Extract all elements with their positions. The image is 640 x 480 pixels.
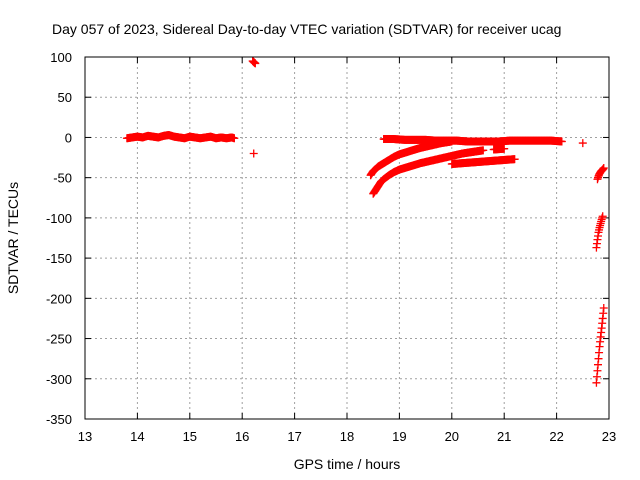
y-tick-label: -150 [46,251,72,266]
data-point [479,146,488,155]
data-point [599,303,608,312]
x-tick-label: 14 [130,429,144,444]
axis-ticks: 13 14 15 16 17 18 19 20 21 22 23 100 50 0 -50 -100 -150 -… [46,50,616,444]
x-tick-label: 19 [392,429,406,444]
y-tick-label: 0 [65,130,72,145]
y-tick-label: 50 [58,90,72,105]
grid [85,57,609,419]
data-point [510,155,519,164]
data-point [251,59,260,68]
y-tick-label: -100 [46,211,72,226]
x-tick-label: 18 [340,429,354,444]
data-point [557,137,566,146]
y-tick-label: 100 [50,50,72,65]
x-axis-label: GPS time / hours [294,456,401,472]
x-tick-label: 17 [287,429,301,444]
data-point [249,149,258,158]
y-tick-label: -250 [46,332,72,347]
data-point [598,212,607,221]
x-tick-label: 22 [549,429,563,444]
x-tick-label: 16 [235,429,249,444]
data-point [599,164,608,173]
x-tick-label: 21 [497,429,511,444]
x-tick-label: 23 [602,429,616,444]
plot-frame [84,56,610,420]
data-point [500,144,509,153]
y-tick-label: -50 [53,171,72,186]
data-point [230,134,239,143]
chart-title: Day 057 of 2023, Sidereal Day-to-day VTE… [52,21,561,37]
y-tick-label: -350 [46,412,72,427]
x-tick-label: 20 [445,429,459,444]
data-point [578,139,587,148]
data-points [122,57,608,387]
y-tick-label: -300 [46,372,72,387]
y-tick-label: -200 [46,291,72,306]
y-axis-label: SDTVAR / TECUs [5,182,21,294]
x-tick-label: 15 [183,429,197,444]
x-tick-label: 13 [78,429,92,444]
